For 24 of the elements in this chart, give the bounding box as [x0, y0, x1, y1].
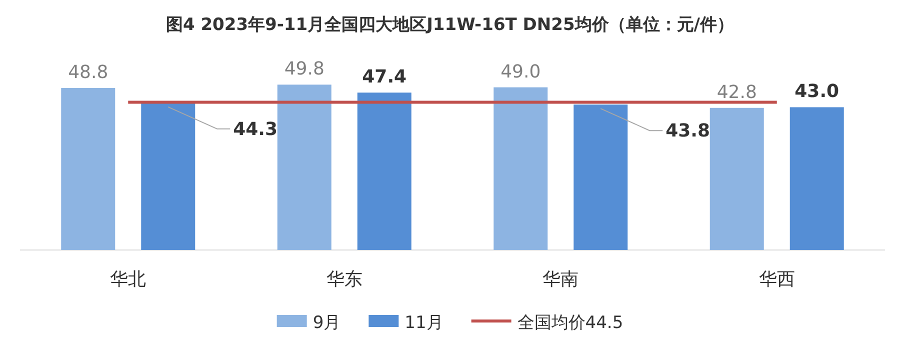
data-label: 49.0 [500, 61, 541, 82]
x-tick-label: 华西 [758, 269, 795, 290]
bar [357, 92, 412, 250]
data-label: 47.4 [362, 66, 407, 88]
bar [710, 108, 764, 250]
bar [141, 102, 196, 250]
data-label: 48.8 [68, 62, 108, 83]
chart-title: 图4 2023年9-11月全国四大地区J11W-16T DN25均价（单位：元/件） [166, 15, 734, 35]
x-tick-label: 华南 [542, 269, 579, 290]
x-tick-label: 华东 [326, 269, 362, 290]
legend-label: 11月 [404, 313, 444, 333]
legend-label: 全国均价44.5 [517, 313, 624, 333]
data-label: 44.3 [233, 118, 278, 140]
bar [61, 88, 116, 250]
data-label: 43.8 [666, 120, 710, 142]
bar [277, 84, 332, 250]
data-label: 49.8 [284, 58, 324, 80]
x-tick-label: 华北 [110, 269, 146, 290]
bar [494, 87, 548, 250]
legend-label: 9月 [312, 313, 341, 333]
data-label: 42.8 [716, 82, 757, 103]
data-label: 43.0 [794, 81, 840, 102]
bar [574, 104, 628, 250]
bar [790, 107, 844, 250]
